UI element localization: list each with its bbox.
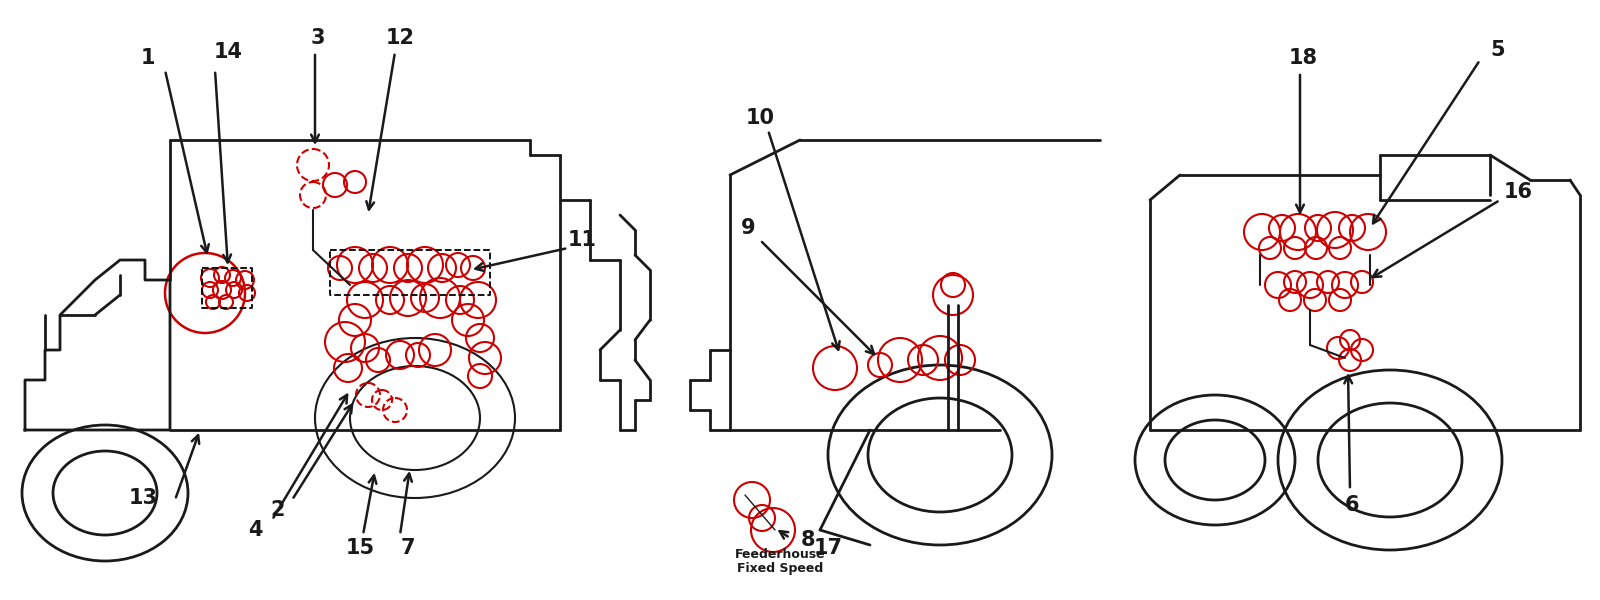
Text: 7: 7: [400, 538, 416, 558]
Text: 6: 6: [1344, 495, 1360, 515]
Text: 18: 18: [1288, 48, 1317, 68]
Text: 12: 12: [386, 28, 414, 48]
Text: 17: 17: [813, 538, 843, 558]
Text: 9: 9: [741, 218, 755, 238]
Text: 4: 4: [248, 520, 262, 540]
Text: 8: 8: [800, 530, 816, 550]
Text: 3: 3: [310, 28, 325, 48]
Text: 10: 10: [746, 108, 774, 128]
Text: 1: 1: [141, 48, 155, 68]
Text: 2: 2: [270, 500, 285, 520]
Text: 13: 13: [130, 488, 158, 508]
Text: Feederhouse: Feederhouse: [734, 548, 826, 561]
Text: Fixed Speed: Fixed Speed: [738, 562, 822, 575]
Text: 11: 11: [568, 230, 597, 250]
Text: 15: 15: [346, 538, 374, 558]
Text: 16: 16: [1504, 182, 1533, 202]
Text: 14: 14: [213, 42, 243, 62]
Text: 5: 5: [1491, 40, 1506, 60]
